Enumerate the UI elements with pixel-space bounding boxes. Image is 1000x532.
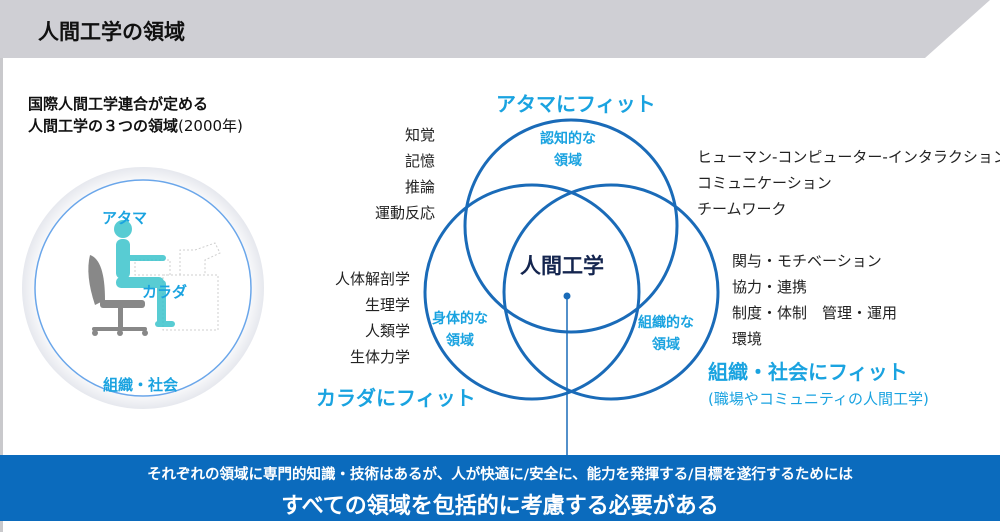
list-item: 知覚 <box>404 126 435 144</box>
area-line: 身体的な <box>432 311 488 327</box>
subtitle-year: (2000年) <box>178 117 243 135</box>
header-band <box>0 0 990 58</box>
conclusion-banner: それぞれの領域に専門的知識・技術はあるが、人が快適に/安全に、能力を発揮する/目… <box>0 455 1000 521</box>
organizational-area-label: 組織的な 領域 <box>638 312 694 356</box>
head-label: アタマ <box>102 209 147 227</box>
subtitle-line2: 人間工学の３つの領域 <box>28 117 179 135</box>
center-label: 人間工学 <box>520 254 604 278</box>
area-line: 領域 <box>446 333 474 349</box>
physical-area-label: 身体的な 領域 <box>432 308 488 352</box>
subtitle: 国際人間工学連合が定める 人間工学の３つの領域(2000年) <box>28 93 243 137</box>
cognitive-fit-label: アタマにフィット <box>496 92 656 116</box>
banner-line2: すべての領域を包括的に考慮する必要がある <box>281 494 719 519</box>
list-item: 制度・体制 管理・運用 <box>732 304 898 322</box>
person-icon <box>114 220 175 327</box>
organizational-top-items: ヒューマン-コンピューター-インタラクション コミュニケーション チームワーク <box>697 144 1000 222</box>
list-item: 人類学 <box>364 322 410 340</box>
list-item: コミュニケーション <box>697 174 832 192</box>
list-item: 生体力学 <box>349 348 410 366</box>
list-item: 運動反応 <box>374 204 435 222</box>
organizational-items: 関与・モチベーション 協力・連携 制度・体制 管理・運用 環境 <box>732 248 897 352</box>
subtitle-line1: 国際人間工学連合が定める <box>28 95 209 113</box>
list-item: 人体解剖学 <box>334 270 410 288</box>
organizational-fit-label: 組織・社会にフィット <box>708 360 908 384</box>
banner-line1: それぞれの領域に専門的知識・技術はあるが、人が快適に/安全に、能力を発揮する/目… <box>147 467 853 483</box>
org-label: 組織・社会 <box>103 376 178 394</box>
area-line: 領域 <box>554 153 582 169</box>
organizational-fit-note: (職場やコミュニティの人間工学) <box>708 390 929 408</box>
physical-circle <box>423 183 641 401</box>
area-line: 組織的な <box>638 315 694 331</box>
physical-items: 人体解剖学 生理学 人類学 生体力学 <box>335 266 410 370</box>
cognitive-items: 知覚 記憶 推論 運動反応 <box>375 122 435 226</box>
area-line: 領域 <box>652 337 680 353</box>
cognitive-circle <box>463 118 679 334</box>
cognitive-area-label: 認知的な 領域 <box>540 128 596 172</box>
list-item: 環境 <box>732 330 763 348</box>
body-label: カラダ <box>142 283 187 301</box>
organizational-circle <box>502 183 720 401</box>
center-dot <box>563 292 571 300</box>
slide-edge <box>0 0 3 532</box>
list-item: ヒューマン-コンピューター-インタラクション <box>697 148 1000 166</box>
ergonomics-illustration: アタマ カラダ 組織・社会 <box>22 167 264 409</box>
chair-icon <box>88 255 148 336</box>
page-title: 人間工学の領域 <box>38 20 185 44</box>
list-item: 推論 <box>404 178 435 196</box>
list-item: 関与・モチベーション <box>732 252 882 270</box>
physical-fit-label: カラダにフィット <box>316 386 476 410</box>
list-item: 生理学 <box>364 296 410 314</box>
area-line: 認知的な <box>540 131 596 147</box>
list-item: チームワーク <box>697 200 787 218</box>
list-item: 協力・連携 <box>732 278 808 296</box>
list-item: 記憶 <box>404 152 435 170</box>
